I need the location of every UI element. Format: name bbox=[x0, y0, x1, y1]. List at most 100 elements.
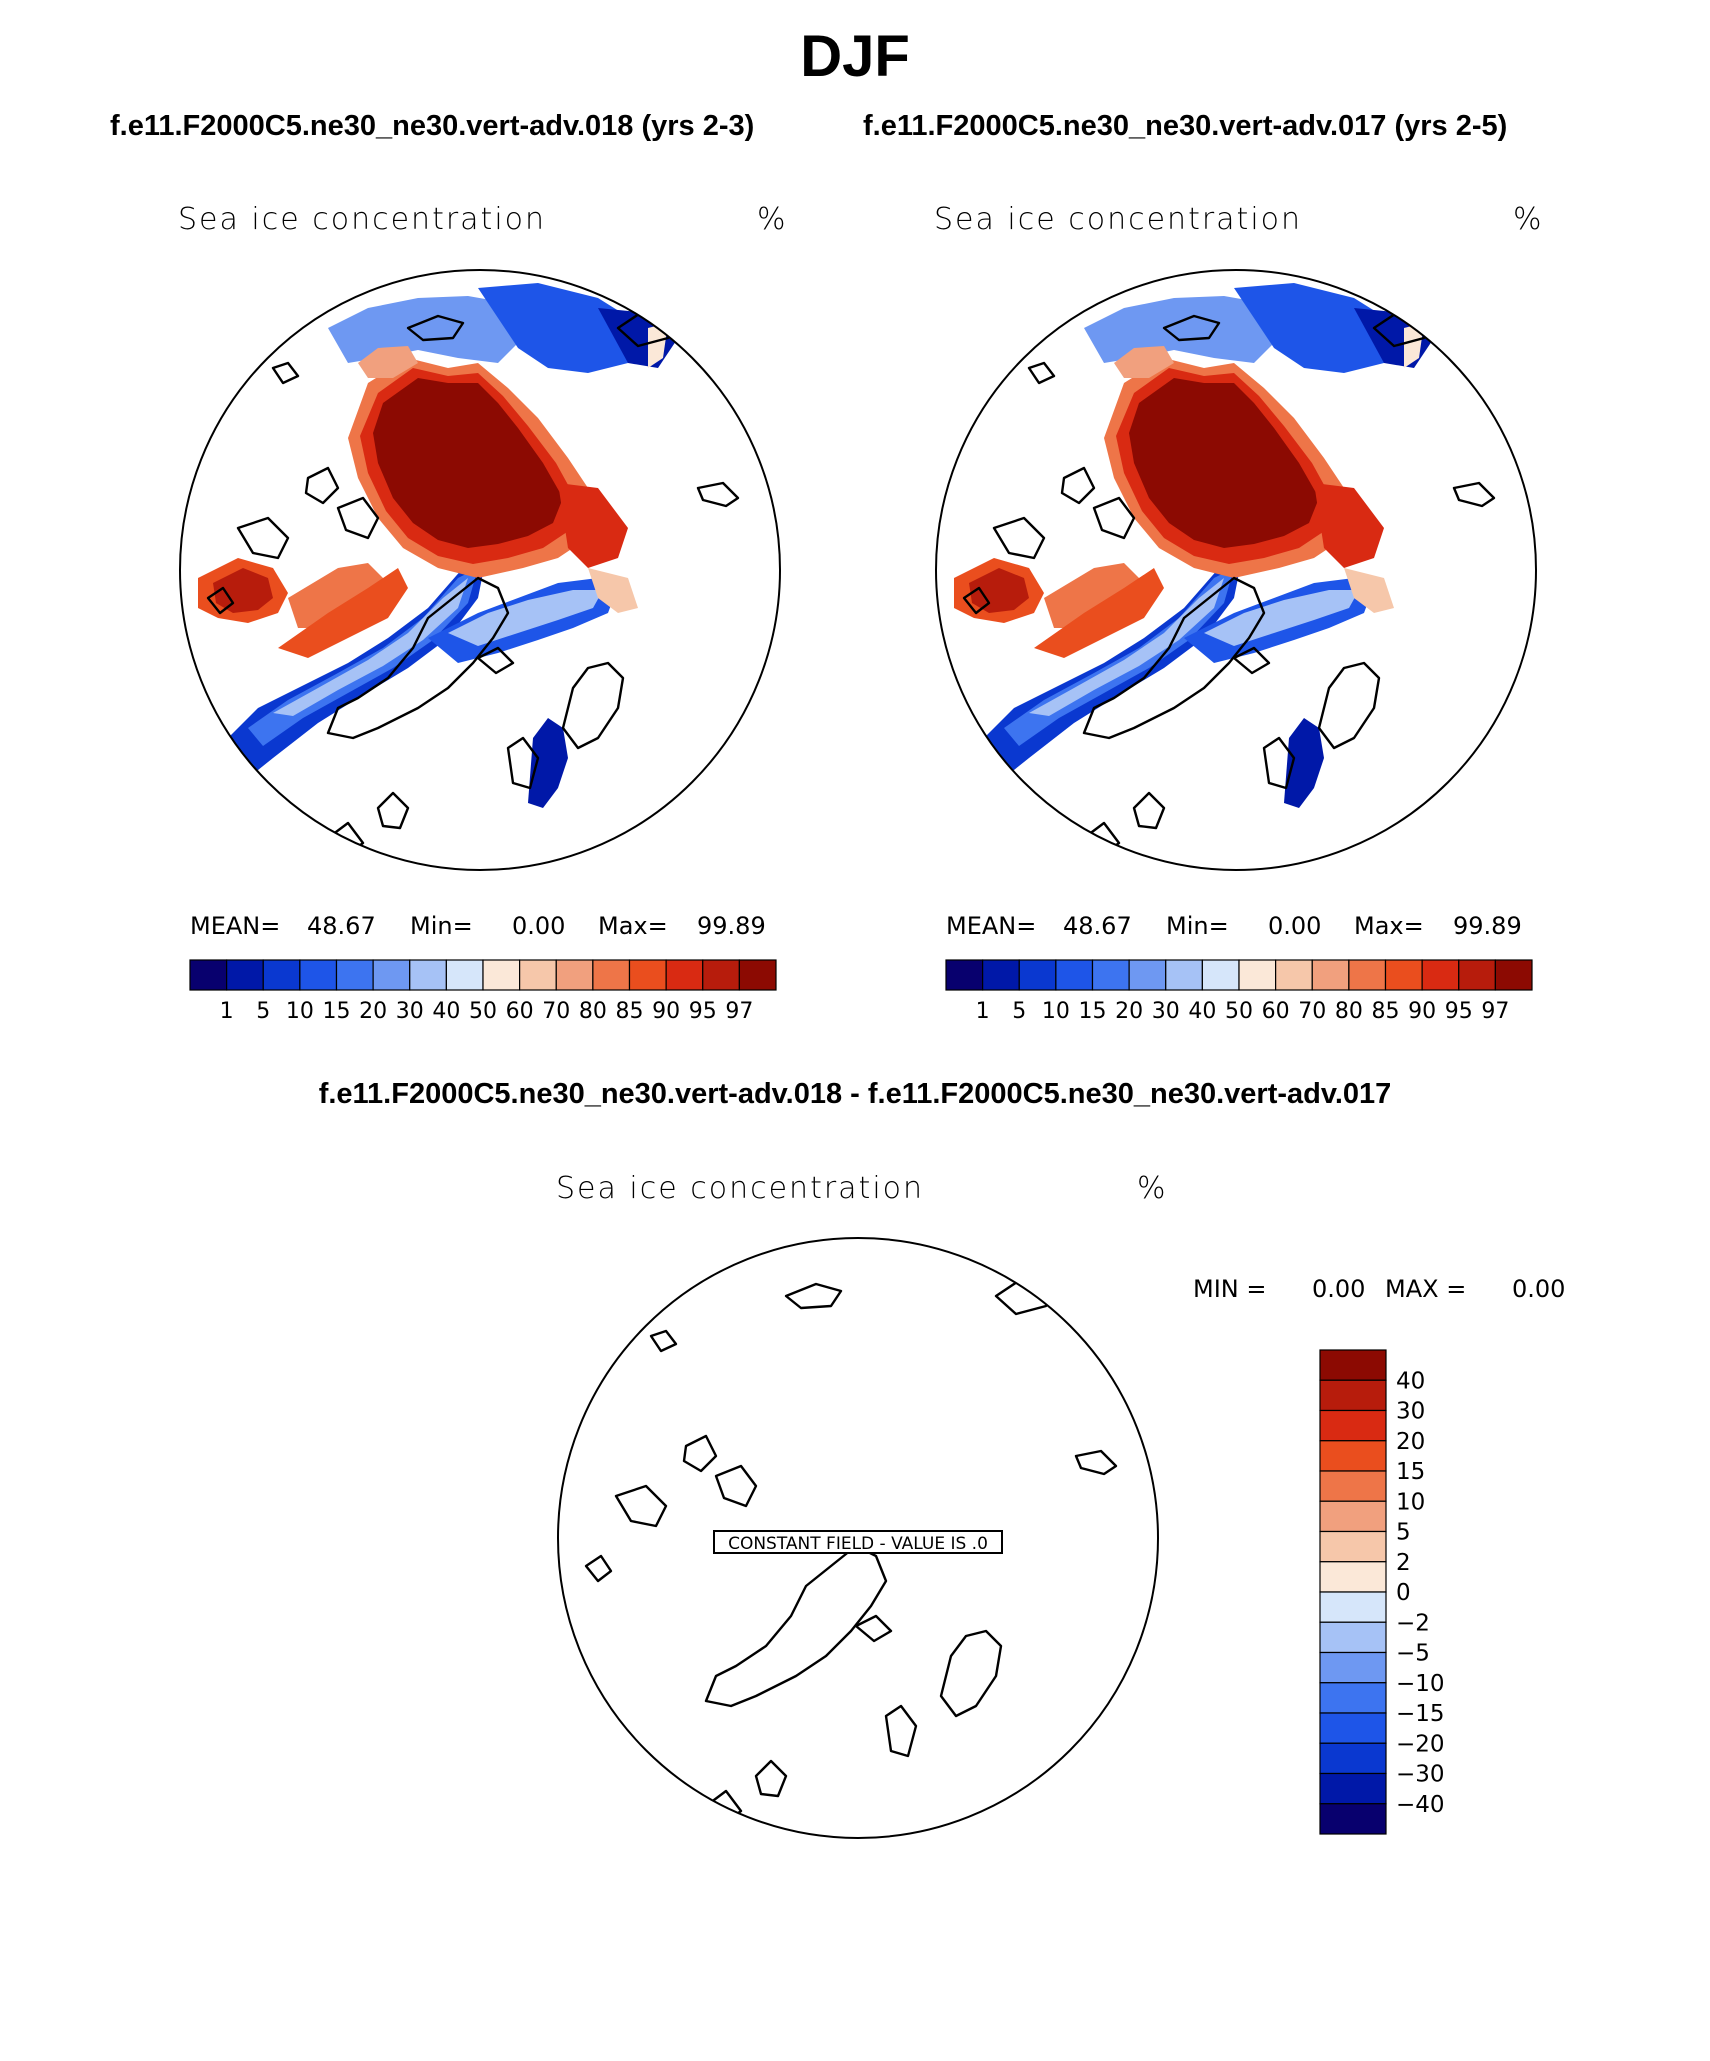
left-colorbar-tick-1: 5 bbox=[256, 999, 270, 1024]
right-colorbar-box-0 bbox=[945, 959, 984, 991]
left-colorbar-box-11 bbox=[592, 959, 631, 991]
left-polar-map bbox=[179, 269, 781, 871]
ice-edge-band bbox=[1084, 296, 1279, 363]
diff-colorbar-box-0 bbox=[1319, 1349, 1387, 1381]
right-colorbar-box-3 bbox=[1055, 959, 1094, 991]
left-colorbar-tick-8: 60 bbox=[506, 999, 534, 1024]
right-colorbar-box-15 bbox=[1494, 959, 1533, 991]
diff-colorbar-tick-11: −15 bbox=[1396, 1701, 1445, 1727]
diff-colorbar-tick-9: −5 bbox=[1396, 1641, 1430, 1667]
diff-colorbar-box-14 bbox=[1319, 1772, 1387, 1805]
coastline-11 bbox=[962, 586, 991, 615]
left-panel-subtitle: f.e11.F2000C5.ne30_ne30.vert-adv.018 (yr… bbox=[110, 110, 755, 142]
left-panel-variable-label: Sea ice concentration bbox=[178, 202, 547, 237]
coastline-10 bbox=[696, 481, 740, 508]
diff-colorbar-tick-10: −10 bbox=[1396, 1671, 1445, 1697]
left-colorbar-box-3 bbox=[299, 959, 338, 991]
right-colorbar-tick-4: 20 bbox=[1115, 999, 1143, 1024]
right-stats-max-value: 99.89 bbox=[1453, 912, 1522, 940]
pack-ice-edge bbox=[1314, 483, 1384, 568]
right-colorbar-box-11 bbox=[1348, 959, 1387, 991]
coastline-6 bbox=[376, 791, 410, 830]
diff-colorbar-box-10 bbox=[1319, 1651, 1387, 1684]
coastline-8 bbox=[1162, 314, 1221, 342]
diff-colorbar-tick-14: −40 bbox=[1396, 1792, 1445, 1818]
left-panel-units-label: % bbox=[757, 202, 788, 237]
left-colorbar-tick-5: 30 bbox=[396, 999, 424, 1024]
hudson-bay-ice bbox=[969, 568, 1029, 613]
right-colorbar-box-6 bbox=[1165, 959, 1203, 991]
baltic-ice bbox=[1284, 718, 1324, 808]
left-stats-mean-label: MEAN= bbox=[190, 912, 281, 940]
right-colorbar-tick-6: 40 bbox=[1188, 999, 1216, 1024]
diff-colorbar-box-12 bbox=[1319, 1712, 1387, 1744]
left-colorbar-tick-10: 80 bbox=[579, 999, 607, 1024]
baffin-ice bbox=[1034, 568, 1164, 658]
pack-ice-edge bbox=[588, 568, 638, 613]
right-stats-max-label: Max= bbox=[1354, 912, 1424, 940]
right-colorbar-tick-12: 90 bbox=[1408, 999, 1436, 1024]
coastline-1 bbox=[236, 516, 290, 560]
diff-colorbar-box-6 bbox=[1319, 1530, 1387, 1563]
diff-colorbar-box-2 bbox=[1319, 1409, 1387, 1442]
diff-colorbar-box-1 bbox=[1319, 1379, 1387, 1412]
coastline-1 bbox=[614, 1484, 668, 1528]
ice-edge-band bbox=[1404, 323, 1424, 368]
diff-panel-units-label: % bbox=[1137, 1171, 1168, 1206]
coastline-2 bbox=[682, 1434, 718, 1473]
left-colorbar-box-6 bbox=[409, 959, 447, 991]
coastline-10 bbox=[1452, 481, 1496, 508]
diff-colorbar-box-11 bbox=[1319, 1682, 1387, 1714]
left-colorbar-box-14 bbox=[702, 959, 740, 991]
coastline-5 bbox=[1262, 736, 1296, 790]
left-colorbar-tick-4: 20 bbox=[359, 999, 387, 1024]
ice-edge-band bbox=[648, 323, 668, 368]
right-colorbar-tick-1: 5 bbox=[1012, 999, 1026, 1024]
left-stats-min-value: 0.00 bbox=[512, 912, 566, 940]
ice-edge-band bbox=[478, 283, 638, 373]
right-colorbar-tick-0: 1 bbox=[976, 999, 990, 1024]
diff-colorbar-tick-1: 30 bbox=[1396, 1399, 1425, 1425]
left-colorbar-box-8 bbox=[482, 959, 521, 991]
hudson-bay-ice bbox=[213, 568, 273, 613]
difference-polar-map: CONSTANT FIELD - VALUE IS .0 bbox=[557, 1237, 1159, 1839]
coastline-4 bbox=[939, 1629, 1003, 1718]
right-colorbar-tick-8: 60 bbox=[1262, 999, 1290, 1024]
diff-stats-min-label: MIN = bbox=[1193, 1275, 1267, 1303]
coastline-3 bbox=[1092, 496, 1136, 540]
right-colorbar-box-4 bbox=[1091, 959, 1130, 991]
diff-panel-variable-label: Sea ice concentration bbox=[556, 1171, 925, 1206]
right-colorbar-tick-10: 80 bbox=[1335, 999, 1363, 1024]
left-colorbar-box-13 bbox=[665, 959, 704, 991]
left-colorbar: 1 5 10 15 20 30 40 50 60 70 80 85 90 95 97 bbox=[189, 959, 777, 1024]
left-colorbar-box-10 bbox=[555, 959, 594, 991]
left-colorbar-box-9 bbox=[519, 959, 557, 991]
coastline-12 bbox=[476, 646, 515, 675]
coastline-6 bbox=[754, 1759, 788, 1798]
diff-colorbar-tick-3: 15 bbox=[1396, 1459, 1425, 1485]
right-colorbar-box-9 bbox=[1275, 959, 1313, 991]
right-colorbar-tick-7: 50 bbox=[1225, 999, 1253, 1024]
left-colorbar-tick-3: 15 bbox=[323, 999, 351, 1024]
coastline-8 bbox=[406, 314, 465, 342]
coastline-5 bbox=[506, 736, 540, 790]
diff-colorbar-box-13 bbox=[1319, 1742, 1387, 1775]
coastline-10 bbox=[1074, 1449, 1118, 1476]
coastline-4 bbox=[561, 661, 625, 750]
pack-ice-edge bbox=[358, 346, 418, 378]
left-colorbar-box-12 bbox=[628, 959, 667, 991]
left-colorbar-tick-9: 70 bbox=[542, 999, 570, 1024]
right-colorbar-tick-3: 15 bbox=[1079, 999, 1107, 1024]
right-stats-mean-value: 48.67 bbox=[1063, 912, 1132, 940]
coastline-2 bbox=[1060, 466, 1096, 505]
right-polar-map bbox=[935, 269, 1537, 871]
pack-ice-edge bbox=[1114, 346, 1174, 378]
diff-colorbar-box-4 bbox=[1319, 1470, 1387, 1502]
coastline-0 bbox=[1082, 576, 1266, 740]
coastline-7 bbox=[271, 361, 300, 385]
left-stats-min-label: Min= bbox=[410, 912, 473, 940]
left-stats-max-value: 99.89 bbox=[697, 912, 766, 940]
left-colorbar-box-1 bbox=[226, 959, 264, 991]
left-colorbar-box-15 bbox=[738, 959, 777, 991]
diff-colorbar-box-9 bbox=[1319, 1621, 1387, 1654]
